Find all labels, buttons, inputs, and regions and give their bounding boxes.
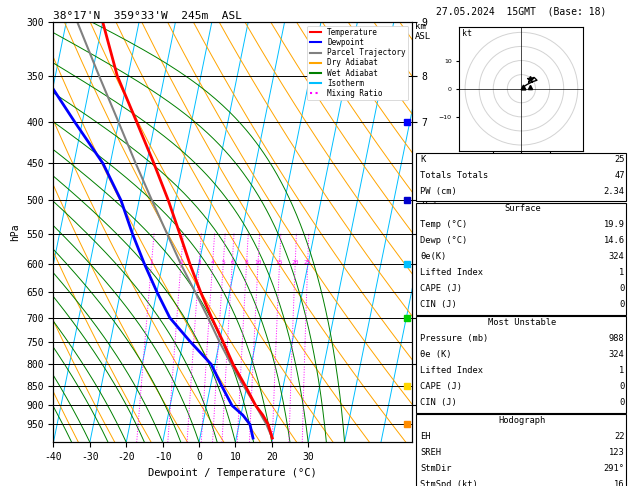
Text: Most Unstable: Most Unstable xyxy=(488,318,557,327)
Text: StmDir: StmDir xyxy=(420,464,452,473)
Y-axis label: hPa: hPa xyxy=(11,223,21,241)
Text: Lifted Index: Lifted Index xyxy=(420,366,483,375)
Text: PW (cm): PW (cm) xyxy=(420,187,457,196)
Text: Lifted Index: Lifted Index xyxy=(420,268,483,278)
Text: 0: 0 xyxy=(620,398,625,407)
Text: 0: 0 xyxy=(620,382,625,391)
Text: 27.05.2024  15GMT  (Base: 18): 27.05.2024 15GMT (Base: 18) xyxy=(437,6,606,16)
Text: Temp (°C): Temp (°C) xyxy=(420,220,467,229)
Legend: Temperature, Dewpoint, Parcel Trajectory, Dry Adiabat, Wet Adiabat, Isotherm, Mi: Temperature, Dewpoint, Parcel Trajectory… xyxy=(308,26,408,100)
Text: 14.6: 14.6 xyxy=(604,236,625,245)
Text: CAPE (J): CAPE (J) xyxy=(420,382,462,391)
Text: 3: 3 xyxy=(198,260,201,265)
Text: 291°: 291° xyxy=(604,464,625,473)
Text: 25: 25 xyxy=(304,260,311,265)
Text: 5: 5 xyxy=(221,260,225,265)
Text: θe (K): θe (K) xyxy=(420,350,452,359)
Text: CIN (J): CIN (J) xyxy=(420,398,457,407)
Text: StmSpd (kt): StmSpd (kt) xyxy=(420,480,478,486)
Text: 123: 123 xyxy=(609,448,625,457)
Text: 16: 16 xyxy=(614,480,625,486)
Text: Pressure (mb): Pressure (mb) xyxy=(420,334,489,343)
Text: CIN (J): CIN (J) xyxy=(420,300,457,310)
Text: kt: kt xyxy=(462,29,472,38)
Text: 1: 1 xyxy=(620,366,625,375)
Text: 19.9: 19.9 xyxy=(604,220,625,229)
Text: Surface: Surface xyxy=(504,204,541,213)
Text: 0: 0 xyxy=(620,300,625,310)
Text: LCL: LCL xyxy=(415,401,430,410)
Text: 1: 1 xyxy=(150,260,153,265)
Text: km
ASL: km ASL xyxy=(415,22,431,41)
Text: 0: 0 xyxy=(620,284,625,294)
Text: Totals Totals: Totals Totals xyxy=(420,171,489,180)
Text: 20: 20 xyxy=(291,260,299,265)
Text: 6: 6 xyxy=(230,260,234,265)
Text: 38°17'N  359°33'W  245m  ASL: 38°17'N 359°33'W 245m ASL xyxy=(53,11,242,21)
Y-axis label: Mixing Ratio (g/kg): Mixing Ratio (g/kg) xyxy=(429,181,438,283)
Text: 8: 8 xyxy=(245,260,248,265)
Text: θe(K): θe(K) xyxy=(420,252,447,261)
Text: 324: 324 xyxy=(609,252,625,261)
Text: EH: EH xyxy=(420,432,431,441)
Text: 15: 15 xyxy=(276,260,283,265)
X-axis label: Dewpoint / Temperature (°C): Dewpoint / Temperature (°C) xyxy=(148,468,317,478)
Text: CAPE (J): CAPE (J) xyxy=(420,284,462,294)
Text: 988: 988 xyxy=(609,334,625,343)
Text: 2.34: 2.34 xyxy=(604,187,625,196)
Text: 47: 47 xyxy=(614,171,625,180)
Text: 2: 2 xyxy=(179,260,183,265)
Text: Hodograph: Hodograph xyxy=(499,416,546,425)
Text: 324: 324 xyxy=(609,350,625,359)
Text: © weatheronline.co.uk: © weatheronline.co.uk xyxy=(469,474,574,484)
Text: 1: 1 xyxy=(620,268,625,278)
Text: 10: 10 xyxy=(254,260,262,265)
Text: SREH: SREH xyxy=(420,448,441,457)
Text: K: K xyxy=(420,155,425,164)
Text: Dewp (°C): Dewp (°C) xyxy=(420,236,467,245)
Text: 22: 22 xyxy=(614,432,625,441)
Text: 4: 4 xyxy=(211,260,214,265)
Text: 25: 25 xyxy=(614,155,625,164)
